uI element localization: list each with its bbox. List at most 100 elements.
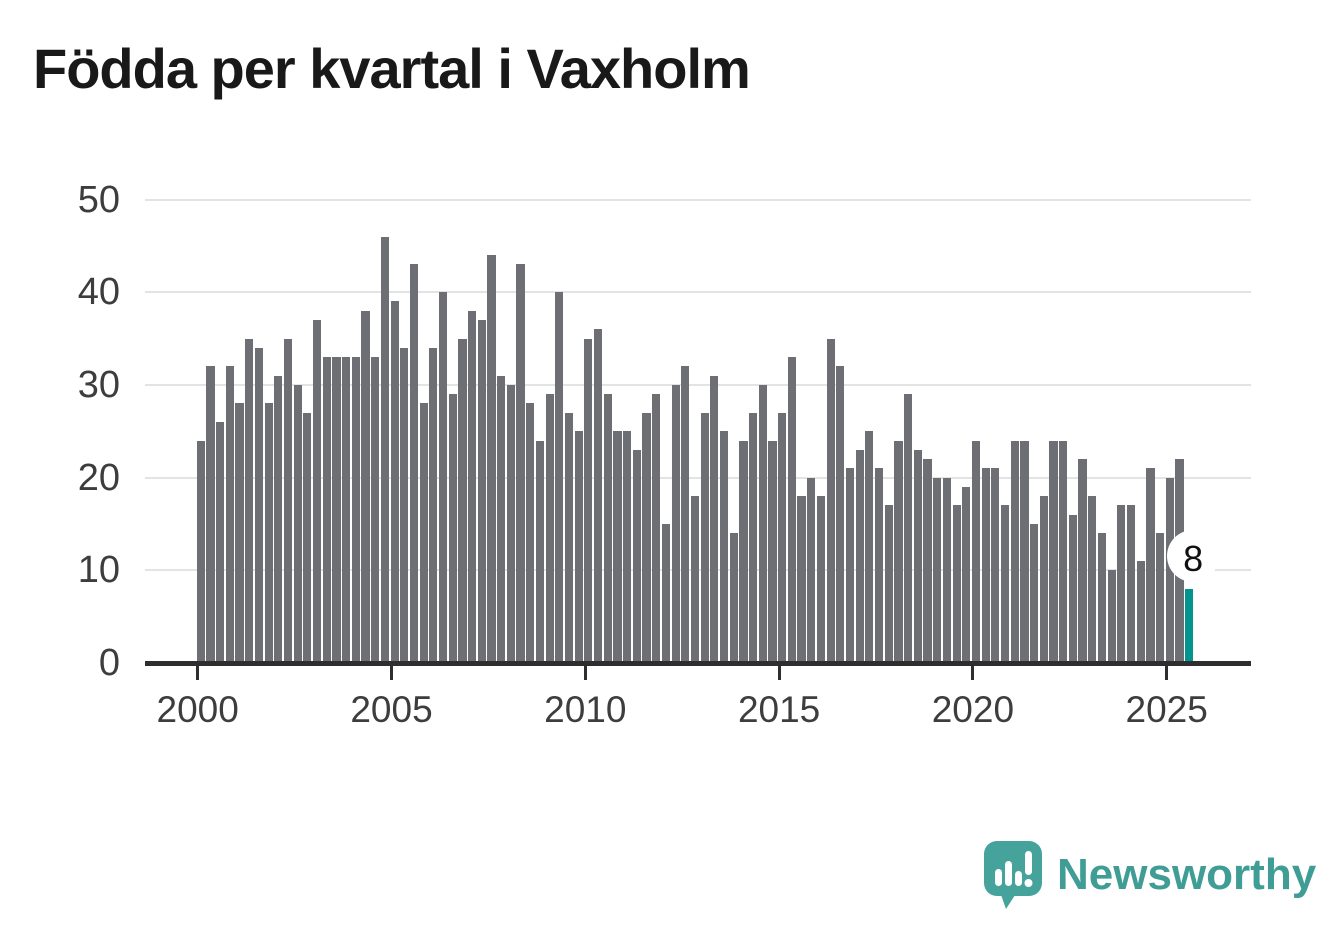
bar [438, 292, 448, 663]
bar [884, 505, 893, 663]
bar [719, 431, 729, 663]
y-axis-tick-label: 30 [77, 363, 120, 406]
bar [574, 431, 583, 663]
gridline-50 [145, 198, 1251, 201]
bar [904, 394, 913, 663]
newsworthy-logo-icon [984, 841, 1042, 909]
bar [894, 440, 903, 663]
y-axis-tick-label: 40 [77, 271, 120, 314]
bar [1000, 505, 1010, 663]
x-axis [145, 660, 1251, 666]
bar [264, 403, 273, 663]
bar [1126, 505, 1136, 663]
x-axis-tick [971, 665, 975, 680]
bar [845, 468, 855, 663]
bar [981, 468, 990, 663]
bar [1088, 496, 1097, 663]
bar [1165, 477, 1174, 663]
bar [787, 357, 796, 663]
bar [623, 431, 632, 663]
x-axis-tick-label: 2015 [737, 689, 821, 730]
bar [429, 347, 438, 663]
x-axis-tick-label: 2000 [156, 689, 239, 730]
bar [283, 338, 293, 663]
x-axis-tick [1165, 665, 1169, 680]
bar [555, 292, 564, 663]
bar [933, 477, 942, 663]
x-axis-tick [777, 665, 781, 680]
bar [1117, 505, 1126, 663]
x-axis-tick-label: 2025 [1125, 689, 1208, 730]
bar [254, 347, 264, 663]
bar [807, 477, 816, 663]
bar [351, 357, 360, 663]
value-callout: 8 [1183, 538, 1204, 579]
bar [1039, 496, 1048, 663]
bar [312, 320, 322, 663]
bar [361, 310, 370, 663]
bar [690, 496, 700, 663]
gridline-40 [145, 291, 1251, 294]
bar [235, 403, 244, 663]
bar [603, 394, 612, 663]
bar [942, 477, 952, 663]
newsworthy-logo: Newsworthy [983, 840, 1316, 910]
bar [1156, 533, 1165, 663]
chart-title: Födda per kvartal i Vaxholm [33, 37, 751, 100]
newsworthy-logo-text: Newsworthy [1057, 850, 1317, 899]
bar [1107, 570, 1116, 663]
bar [1030, 523, 1039, 663]
x-axis-tick-label: 2020 [931, 689, 1015, 730]
bar [497, 375, 506, 663]
bar [826, 338, 835, 663]
bar [1097, 533, 1107, 663]
y-axis-tick-label: 0 [98, 642, 120, 684]
bar [729, 533, 738, 663]
bar [380, 236, 389, 663]
bar [749, 412, 758, 663]
bar [322, 357, 331, 663]
bar [303, 412, 312, 663]
bar [1146, 468, 1155, 663]
bar [797, 496, 806, 663]
bar [661, 523, 670, 663]
bar [652, 394, 661, 663]
bar [991, 468, 1000, 663]
bar [332, 357, 341, 663]
bar [342, 357, 351, 663]
y-axis-tick-label: 20 [77, 456, 120, 499]
bar [1020, 440, 1029, 663]
bar [506, 384, 515, 663]
bar [681, 366, 690, 663]
bar [816, 496, 826, 663]
bar [225, 366, 234, 663]
bar [448, 394, 457, 663]
bar [419, 403, 428, 663]
value-callout-bubble [1167, 530, 1220, 582]
y-axis-tick-label: 10 [77, 549, 120, 592]
bar [516, 264, 525, 663]
bar [584, 338, 593, 663]
bar [564, 412, 574, 663]
bar [710, 375, 719, 663]
y-axis-tick-label: 50 [77, 178, 120, 221]
bar [390, 301, 399, 663]
gridline-30 [145, 383, 1251, 386]
highlight-bar [1185, 588, 1194, 663]
bar [671, 384, 680, 663]
bar [952, 505, 961, 663]
bar [477, 320, 486, 663]
bar [526, 403, 535, 663]
bar [875, 468, 884, 663]
bar [371, 357, 380, 663]
x-axis-tick [196, 665, 200, 680]
bar [535, 440, 545, 663]
x-axis-tick-label: 2005 [350, 689, 433, 730]
bar [293, 384, 302, 663]
bar [1136, 561, 1145, 663]
bar [836, 366, 845, 663]
bar [758, 384, 767, 663]
bar [216, 421, 225, 663]
bar [196, 440, 205, 663]
